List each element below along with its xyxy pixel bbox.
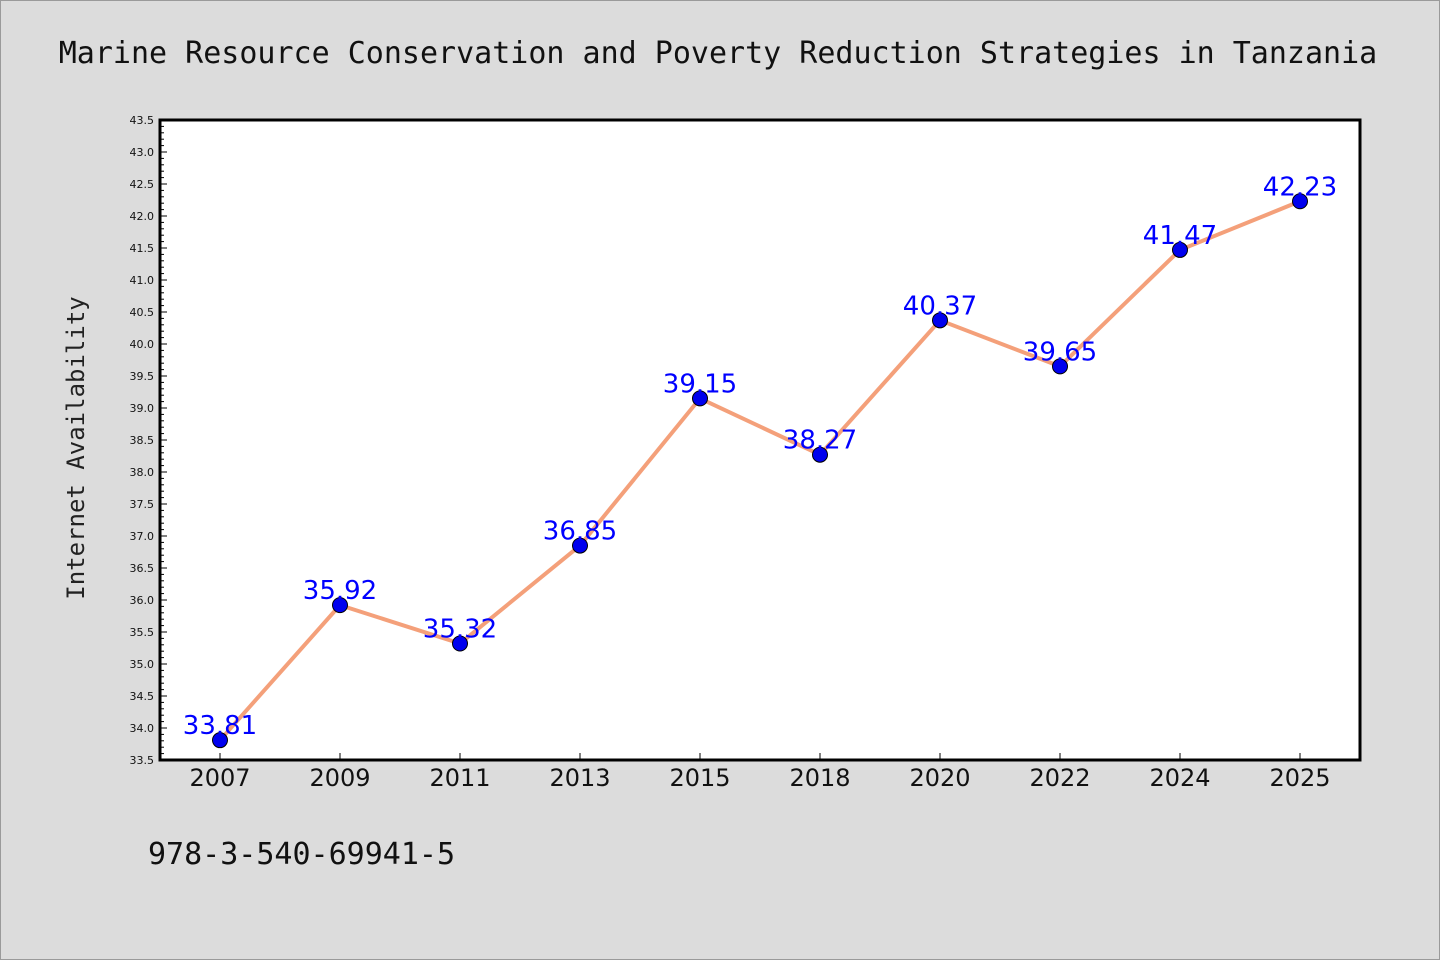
y-tick-label: 36.0 — [130, 594, 155, 607]
x-tick-label: 2009 — [309, 764, 370, 792]
data-label: 39.65 — [1023, 337, 1097, 367]
y-tick-label: 42.5 — [130, 178, 155, 191]
y-tick-label: 38.0 — [130, 466, 155, 479]
data-point — [1172, 241, 1188, 258]
x-tick-label: 2011 — [429, 764, 490, 792]
data-point — [452, 635, 468, 652]
chart-title: Marine Resource Conservation and Poverty… — [59, 36, 1378, 71]
y-tick-label: 41.5 — [130, 242, 155, 255]
y-tick-label: 37.5 — [130, 498, 155, 511]
x-tick-label: 2025 — [1269, 764, 1330, 792]
data-label: 33.81 — [183, 711, 257, 741]
data-label: 42.23 — [1263, 172, 1337, 202]
data-point — [692, 390, 708, 407]
data-label: 35.32 — [423, 615, 497, 645]
x-tick-label: 2018 — [789, 764, 850, 792]
x-tick-label: 2024 — [1149, 764, 1210, 792]
y-tick-label: 38.5 — [130, 434, 155, 447]
y-tick-label: 43.5 — [130, 114, 155, 127]
y-tick-label: 35.5 — [130, 626, 155, 639]
x-axis: 2007 2009 2011 2013 2015 2018 2020 2022 2024 2025 — [189, 753, 1331, 792]
y-tick-label: 40.5 — [130, 306, 155, 319]
data-point — [1292, 193, 1308, 210]
x-tick-label: 2007 — [189, 764, 250, 792]
x-tick-label: 2015 — [669, 764, 730, 792]
plot-border — [158, 118, 1362, 762]
y-axis: 33.5 34.0 34.5 35.0 35.5 36.0 36.5 37.0 37.5 38.0… — [130, 114, 167, 767]
x-tick-label: 2022 — [1029, 764, 1090, 792]
x-tick-label: 2020 — [909, 764, 970, 792]
data-point — [212, 732, 228, 749]
y-tick-label: 40.0 — [130, 338, 155, 351]
isbn-annotation: 978-3-540-69941-5 — [148, 837, 455, 872]
series-line — [218, 199, 1301, 742]
y-tick-label: 39.5 — [130, 370, 155, 383]
y-tick-label: 43.0 — [130, 146, 155, 159]
y-tick-label: 34.0 — [130, 722, 155, 735]
y-axis-label: Internet Availability — [62, 296, 90, 599]
data-label: 35.92 — [303, 576, 377, 606]
data-point — [812, 446, 828, 463]
data-point — [1052, 358, 1068, 375]
y-tick-label: 41.0 — [130, 274, 155, 287]
data-label: 36.85 — [543, 517, 617, 547]
plot-area — [160, 120, 1360, 760]
y-tick-label: 37.0 — [130, 530, 155, 543]
data-label: 41.47 — [1143, 221, 1217, 251]
y-tick-label: 35.0 — [130, 658, 155, 671]
y-tick-label: 42.0 — [130, 210, 155, 223]
y-tick-label: 36.5 — [130, 562, 155, 575]
data-labels: 33.81 35.92 35.32 36.85 39.15 38.27 40.37 39.65… — [183, 172, 1337, 741]
data-point — [932, 312, 948, 329]
x-tick-label: 2013 — [549, 764, 610, 792]
y-tick-label: 39.0 — [130, 402, 155, 415]
data-label: 39.15 — [663, 369, 737, 399]
data-label: 38.27 — [783, 426, 857, 456]
data-point — [332, 597, 348, 614]
data-point — [572, 537, 588, 554]
data-label: 40.37 — [903, 291, 977, 321]
series-markers — [212, 193, 1308, 749]
y-tick-label: 33.5 — [130, 754, 155, 767]
y-tick-label: 34.5 — [130, 690, 155, 703]
